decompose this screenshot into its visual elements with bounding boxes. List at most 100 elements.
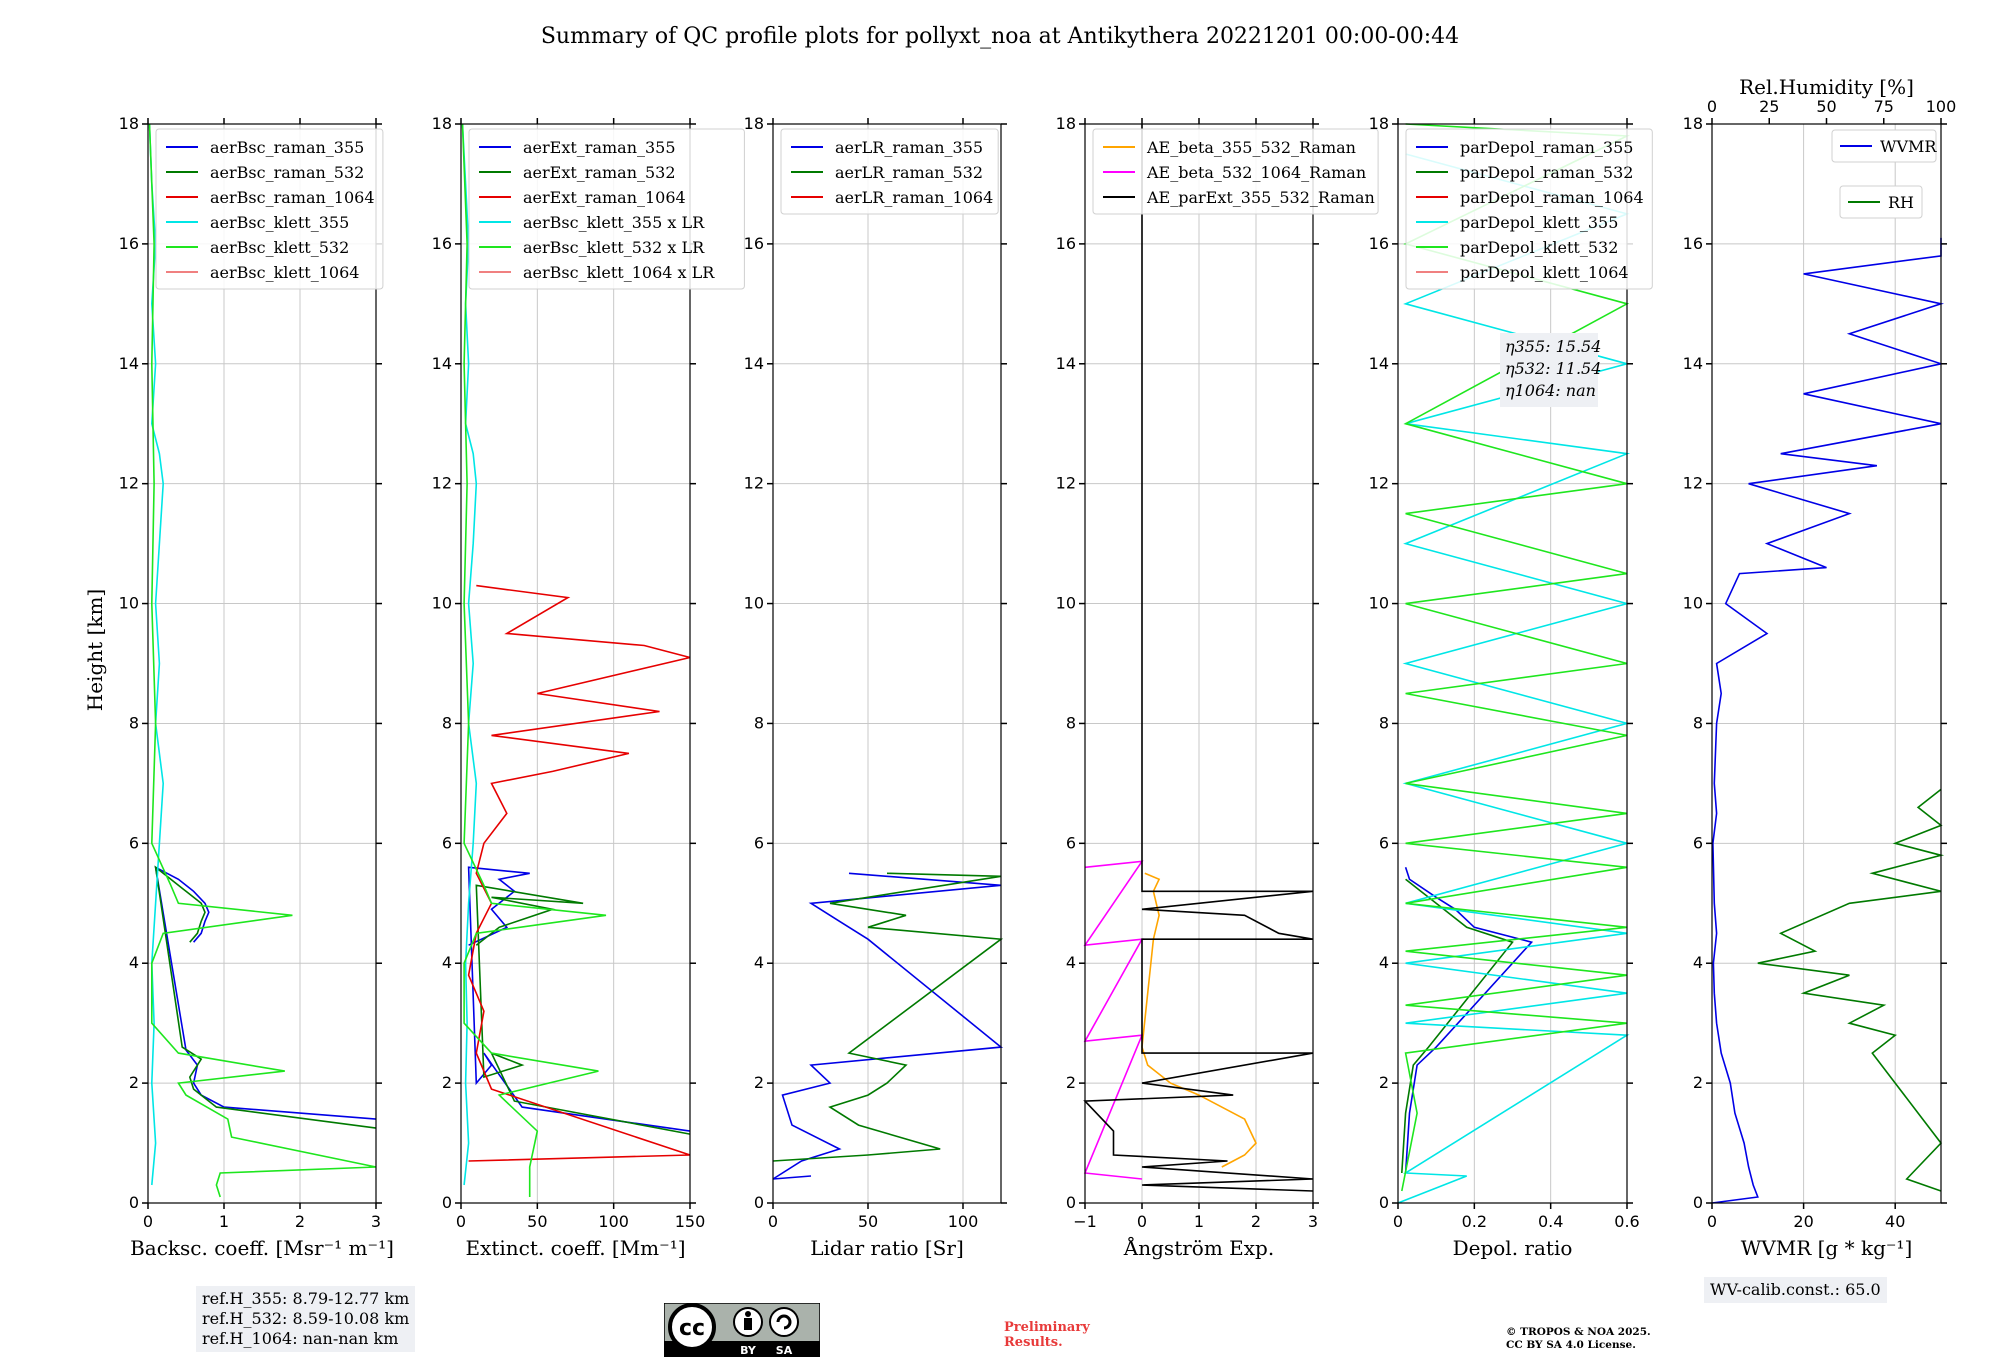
series-aerExt_raman_355: [467, 866, 691, 1132]
wv-calib-box: WV-calib.const.: 65.0: [1704, 1277, 1887, 1303]
y-tick-label: 12: [1683, 474, 1703, 493]
x-axis-label: WVMR [g * kg⁻¹]: [1741, 1236, 1913, 1260]
copyright-line-2: CC BY SA 4.0 License.: [1506, 1339, 1636, 1351]
x-tick-label: 2: [295, 1212, 305, 1231]
legend-entry: aerBsc_klett_1064: [210, 263, 359, 282]
y-tick-label: 6: [754, 833, 764, 852]
legend-entry: parDepol_klett_1064: [1460, 263, 1629, 282]
y-tick-label: 18: [432, 114, 452, 133]
y-tick-label: 2: [1066, 1073, 1076, 1092]
y-tick-label: 4: [754, 953, 764, 972]
axes-frame: [460, 123, 691, 1204]
y-tick-label: 6: [1379, 833, 1389, 852]
copyright-line-1: © TROPOS & NOA 2025.: [1506, 1326, 1651, 1338]
y-tick-label: 4: [442, 953, 452, 972]
legend-entry: parDepol_raman_532: [1460, 163, 1633, 182]
ref-height-1064: ref.H_1064: nan-nan km: [202, 1329, 399, 1348]
x-tick-label: 100: [948, 1212, 979, 1231]
y-tick-label: 2: [129, 1073, 139, 1092]
x-tick-label: 3: [1308, 1212, 1318, 1231]
legend-entry: AE_parExt_355_532_Raman: [1146, 188, 1375, 207]
x-tick-label: 50: [527, 1212, 547, 1231]
preliminary-results-note: Preliminary Results.: [1004, 1320, 1090, 1350]
x-tick-label: 0.6: [1614, 1212, 1639, 1231]
y-tick-label: 16: [744, 234, 764, 253]
axes-frame: [147, 123, 377, 1204]
eta-value: η1064: nan: [1505, 381, 1596, 400]
y-tick-label: 4: [129, 953, 139, 972]
x-axis-label: Extinct. coeff. [Mm⁻¹]: [465, 1236, 685, 1260]
y-tick-label: 0: [754, 1193, 764, 1212]
legend-entry: aerBsc_raman_532: [210, 163, 364, 182]
y-tick-label: 8: [442, 713, 452, 732]
preliminary-line-1: Preliminary: [1004, 1320, 1090, 1335]
y-tick-label: 10: [1369, 594, 1389, 613]
series-WVMR: [1711, 237, 1945, 1204]
y-tick-label: 14: [1056, 354, 1076, 373]
y-tick-label: 10: [432, 594, 452, 613]
y-tick-label: 8: [1379, 713, 1389, 732]
legend-entry: AE_beta_355_532_Raman: [1146, 138, 1356, 157]
series-aerBsc_klett_532: [148, 123, 377, 1198]
series-AE_beta_532_1064_Raman: [1083, 860, 1144, 1180]
legend-entry: aerBsc_raman_355: [210, 138, 364, 157]
y-tick-label: 16: [432, 234, 452, 253]
y-tick-label: 12: [1056, 474, 1076, 493]
y-tick-label: 12: [744, 474, 764, 493]
eta-value: η355: 15.54: [1505, 337, 1601, 356]
x-tick-label: 0: [143, 1212, 153, 1231]
y-tick-label: 4: [1379, 953, 1389, 972]
legend-entry: aerLR_raman_1064: [835, 188, 993, 207]
legend-box: [468, 128, 745, 290]
y-tick-label: 0: [1693, 1193, 1703, 1212]
y-tick-label: 4: [1693, 953, 1703, 972]
y-tick-label: 14: [1683, 354, 1703, 373]
y-tick-label: 0: [1379, 1193, 1389, 1212]
y-tick-label: 2: [442, 1073, 452, 1092]
x-tick-label: 1: [1194, 1212, 1204, 1231]
y-tick-label: 6: [1066, 833, 1076, 852]
y-tick-label: 2: [754, 1073, 764, 1092]
x-tick-label: 0: [1393, 1212, 1403, 1231]
y-tick-label: 2: [1379, 1073, 1389, 1092]
y-tick-label: 16: [1369, 234, 1389, 253]
y-tick-label: 10: [119, 594, 139, 613]
eta-value: η532: 11.54: [1505, 359, 1601, 378]
y-tick-label: 18: [1683, 114, 1703, 133]
panel-depol: 0 2 4 6 8 10 12 14 16 18 0 0.2 0.4 0.6 Depol. ratio par…: [1369, 114, 1653, 1260]
wv-calib-text: WV-calib.const.: 65.0: [1710, 1280, 1881, 1299]
preliminary-line-2: Results.: [1004, 1335, 1063, 1350]
y-tick-label: 6: [1693, 833, 1703, 852]
x-tick-label: 1: [219, 1212, 229, 1231]
x-tick-label: 40: [1885, 1212, 1905, 1231]
legend-entry: aerExt_raman_1064: [523, 188, 686, 207]
reference-height-box: ref.H_355: 8.79-12.77 km ref.H_532: 8.59…: [196, 1286, 416, 1352]
legend-entry: parDepol_klett_355: [1460, 213, 1618, 232]
sa-label: SA: [776, 1344, 793, 1357]
y-tick-label: 8: [754, 713, 764, 732]
y-tick-label: 10: [1683, 594, 1703, 613]
y-tick-label: 0: [129, 1193, 139, 1212]
legend-entry: aerBsc_klett_355 x LR: [523, 213, 705, 232]
cc-mark: cc: [679, 1316, 705, 1341]
x-tick-label: 2: [1251, 1212, 1261, 1231]
x-axis-label: Ångström Exp.: [1123, 1235, 1274, 1260]
x-tick-label: 0: [1137, 1212, 1147, 1231]
x-tick-label: 100: [598, 1212, 629, 1231]
eta-box: [1500, 333, 1598, 407]
legend-entry: AE_beta_532_1064_Raman: [1146, 163, 1366, 182]
legend-entry: aerExt_raman_532: [523, 163, 676, 182]
top-x-axis-label: Rel.Humidity [%]: [1739, 75, 1914, 99]
y-tick-label: 16: [119, 234, 139, 253]
x-axis-label: Backsc. coeff. [Msr⁻¹ m⁻¹]: [130, 1236, 394, 1260]
cc-by-sa-license-logo: cc BY SA: [664, 1303, 820, 1357]
x-tick-label: 0: [768, 1212, 778, 1231]
y-tick-label: 0: [442, 1193, 452, 1212]
y-tick-label: 18: [744, 114, 764, 133]
y-tick-label: 16: [1683, 234, 1703, 253]
top-x-tick-label: 50: [1816, 97, 1836, 116]
